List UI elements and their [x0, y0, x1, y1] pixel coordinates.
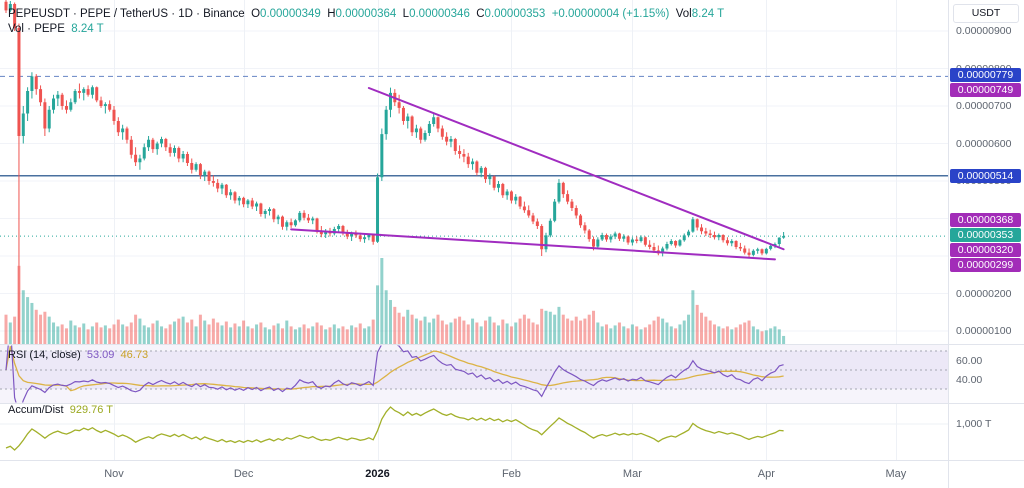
volume-bars — [4, 258, 786, 344]
time-label-Mar: Mar — [622, 468, 642, 480]
open-value: 0.00000349 — [260, 8, 321, 20]
rsi-plot — [5, 345, 784, 403]
change-value: +0.00000004 (+1.15%) — [551, 8, 670, 20]
volume-study-label: Vol · PEPE — [8, 23, 65, 35]
accum-dist-label: Accum/Dist — [8, 404, 64, 416]
volume-legend[interactable]: Vol · PEPE 8.24 T — [8, 22, 104, 36]
price-tick: 0.00000600 — [956, 137, 1012, 150]
volume-value: 8.24 T — [691, 8, 725, 20]
open-label: O — [251, 8, 261, 20]
high-value: 0.00000364 — [335, 8, 397, 20]
symbol-title[interactable]: PEPEUSDT · PEPE / TetherUS · 1D · Binanc… — [8, 8, 245, 20]
rsi-tick: 40.00 — [956, 373, 983, 386]
time-label-Feb: Feb — [501, 468, 521, 480]
volume-label: Vol — [675, 8, 692, 20]
time-axis[interactable]: Nov Dec 2026 Feb Mar Apr May — [0, 461, 948, 488]
low-label: L — [402, 8, 410, 20]
accum-dist-plot — [5, 406, 784, 451]
volume-study-value: 8.24 T — [71, 23, 104, 35]
price-tag-0.00000779: 0.00000779 — [950, 67, 1021, 82]
price-levels — [0, 75, 948, 237]
price-tag-0.00000320: 0.00000320 — [950, 243, 1021, 258]
currency-unit-button[interactable]: USDT — [953, 4, 1019, 23]
price-axis[interactable]: USDT 0.000009000.000008000.000007000.000… — [948, 0, 1024, 488]
time-label-2026: 2026 — [365, 468, 390, 480]
price-tick: 0.00000200 — [956, 287, 1012, 300]
price-tag-0.00000299: 0.00000299 — [950, 258, 1021, 273]
time-label-Apr: Apr — [757, 468, 775, 480]
rsi-value: 53.09 — [86, 349, 115, 361]
price-tick: 0.00000900 — [956, 25, 1012, 37]
close-label: C — [476, 8, 485, 20]
price-tick: 0.00000100 — [956, 325, 1012, 337]
time-label-May: May — [885, 468, 907, 480]
accum-dist-value: 929.76 T — [69, 404, 113, 416]
trendlines[interactable] — [290, 87, 785, 261]
time-label-Dec: Dec — [233, 468, 254, 480]
rsi-ma-value: 46.73 — [120, 349, 149, 361]
symbol-legend[interactable]: PEPEUSDT · PEPE / TetherUS · 1D · Binanc… — [8, 7, 724, 21]
accum-dist-legend[interactable]: Accum/Dist 929.76 T — [8, 403, 113, 417]
low-value: 0.00000346 — [409, 8, 470, 20]
price-tag-0.00000514: 0.00000514 — [950, 168, 1021, 183]
high-label: H — [327, 8, 336, 20]
rsi-tick: 60.00 — [956, 354, 983, 367]
price-tag-0.00000749: 0.00000749 — [950, 82, 1021, 97]
close-value: 0.00000353 — [484, 8, 546, 20]
candles — [4, 0, 786, 344]
price-tag-0.00000353: 0.00000353 — [950, 228, 1021, 243]
rsi-legend[interactable]: RSI (14, close) 53.09 46.73 — [8, 348, 148, 362]
time-label-Nov: Nov — [104, 468, 124, 480]
price-tag-0.00000368: 0.00000368 — [950, 213, 1021, 228]
accum-dist-tick: 1,000 T — [956, 418, 992, 430]
price-tick: 0.00000700 — [956, 100, 1012, 112]
rsi-label: RSI (14, close) — [8, 349, 81, 361]
